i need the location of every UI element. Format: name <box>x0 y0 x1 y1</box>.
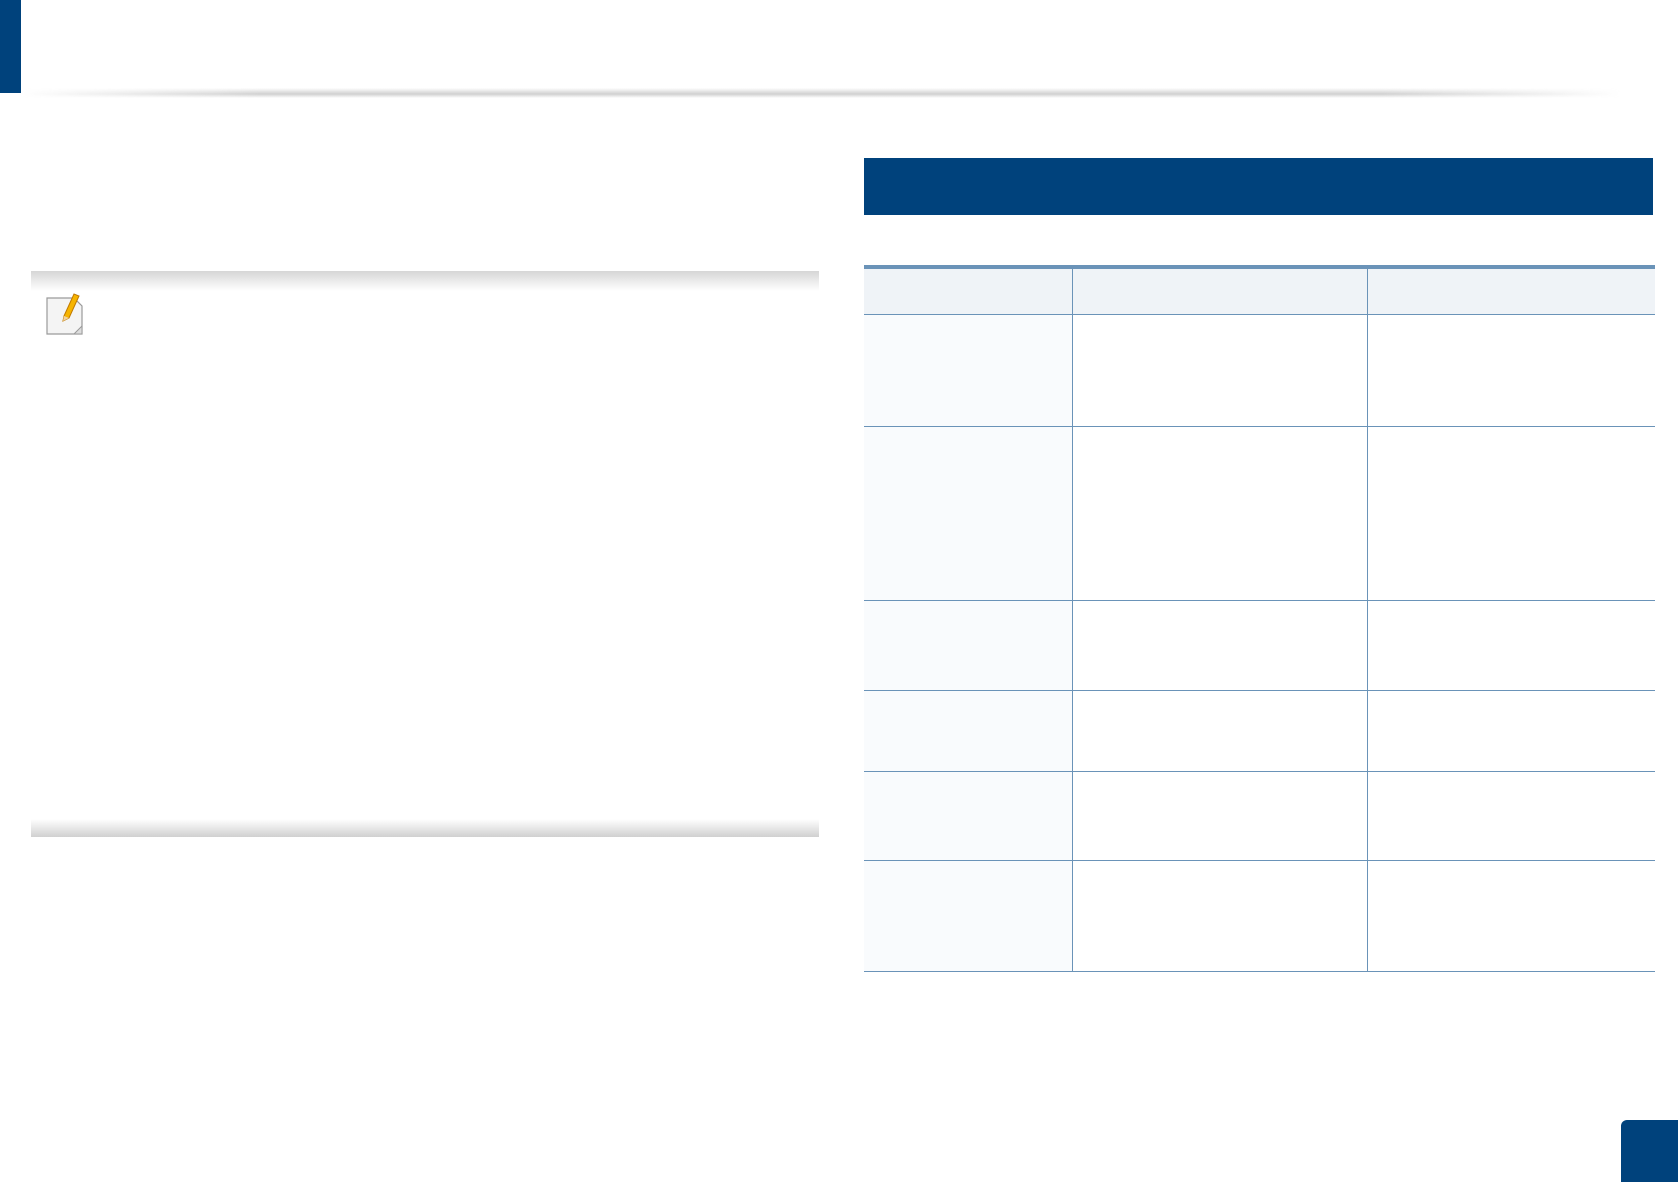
table-cell <box>1072 601 1367 691</box>
table-cell <box>1367 601 1655 691</box>
table-header-cell <box>864 269 1072 315</box>
header-divider <box>21 88 1621 98</box>
table-row-divider <box>864 771 1655 772</box>
table-row-divider <box>864 314 1655 315</box>
table-row-divider <box>864 860 1655 861</box>
table-cell <box>1072 691 1367 772</box>
table-row-divider <box>864 971 1655 972</box>
table-cell <box>1367 427 1655 601</box>
table-cell <box>1072 861 1367 972</box>
table-cell <box>1072 772 1367 861</box>
note-box-bottom-border <box>31 819 819 837</box>
table-cell <box>1367 315 1655 427</box>
table-column-divider <box>1072 269 1073 972</box>
table-cell <box>864 601 1072 691</box>
page-number-badge <box>1621 1120 1678 1182</box>
section-header-bar <box>864 158 1653 215</box>
table-cell <box>864 861 1072 972</box>
table-top-rule <box>864 265 1655 269</box>
table-cell <box>1072 315 1367 427</box>
table-row-divider <box>864 600 1655 601</box>
note-pencil-icon <box>44 290 86 338</box>
spec-table <box>864 265 1655 972</box>
table-cell <box>1367 861 1655 972</box>
table-cell <box>1367 691 1655 772</box>
table-row-divider <box>864 426 1655 427</box>
table-cell <box>864 315 1072 427</box>
note-box-top-border <box>31 271 819 291</box>
chapter-tab-marker <box>0 0 21 93</box>
table-row-divider <box>864 690 1655 691</box>
table-header-cell <box>1367 269 1655 315</box>
table-cell <box>864 427 1072 601</box>
table-column-divider <box>1367 269 1368 972</box>
table-cell <box>1367 772 1655 861</box>
table-header-cell <box>1072 269 1367 315</box>
table-cell <box>1072 427 1367 601</box>
table-cell <box>864 691 1072 772</box>
table-cell <box>864 772 1072 861</box>
